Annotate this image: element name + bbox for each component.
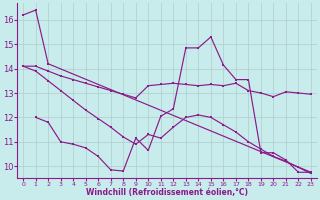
X-axis label: Windchill (Refroidissement éolien,°C): Windchill (Refroidissement éolien,°C) [86, 188, 248, 197]
